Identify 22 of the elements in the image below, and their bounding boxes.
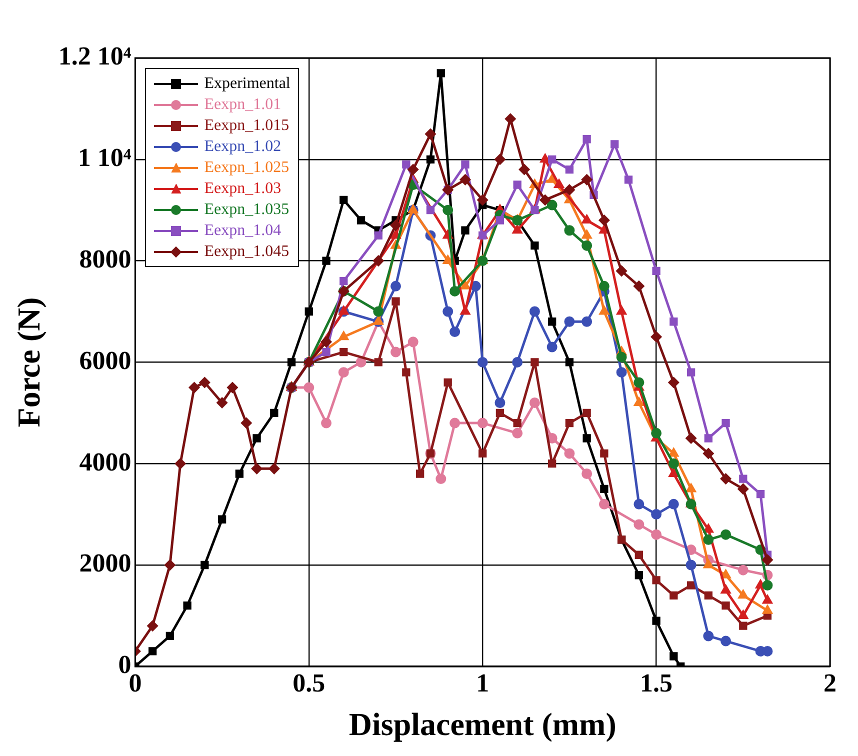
x-tick-label: 1	[476, 668, 490, 698]
legend-label: Experimental	[204, 74, 290, 92]
y-tick-label: 0	[118, 650, 132, 680]
legend-label: Eexpn_1.015	[204, 116, 290, 134]
legend-label: Eexpn_1.03	[204, 180, 282, 198]
x-tick-label: 2	[824, 668, 836, 698]
y-tick-label: 6000	[79, 346, 132, 375]
legend-label: Eexpn_1.035	[204, 200, 290, 218]
legend-label: Eexpn_1.025	[204, 158, 290, 176]
y-tick-label: 8000	[79, 244, 132, 274]
legend-label: Eexpn_1.01	[204, 96, 282, 114]
y-tick-label: 1 10⁴	[78, 143, 132, 172]
y-axis-title: Force (N)	[10, 297, 46, 428]
legend-label: Eexpn_1.045	[204, 242, 290, 260]
legend-label: Eexpn_1.04	[204, 222, 282, 240]
x-axis-title: Displacement (mm)	[348, 706, 616, 742]
y-tick-label: 4000	[79, 447, 132, 476]
y-tick-label: 1.2 10⁴	[58, 42, 132, 71]
x-tick-label: 0.5	[292, 668, 326, 698]
y-tick-label: 2000	[79, 548, 132, 578]
legend-label: Eexpn_1.02	[204, 138, 282, 156]
x-tick-label: 1.5	[640, 668, 673, 698]
